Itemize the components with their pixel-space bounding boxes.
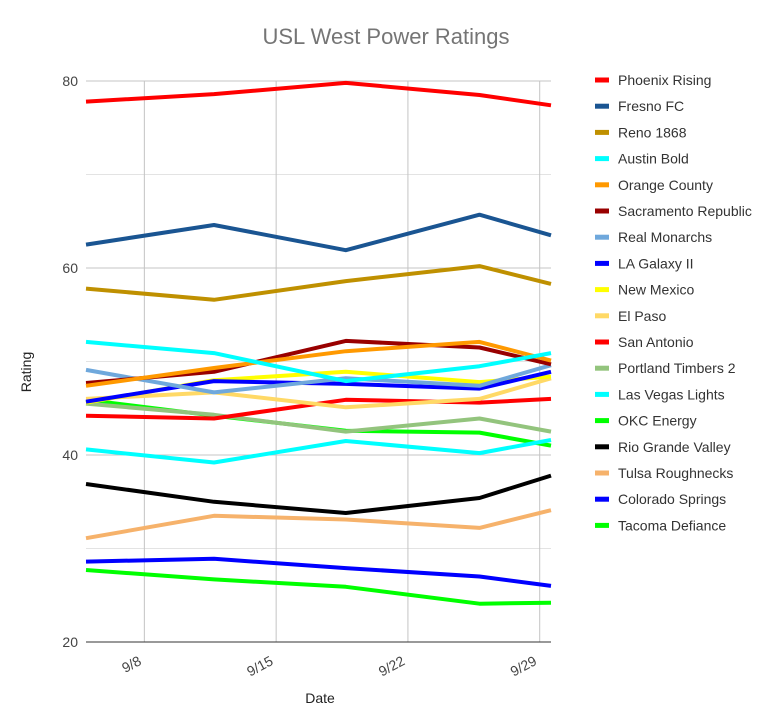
legend-label: San Antonio — [618, 334, 694, 350]
series-line-la-galaxy-ii — [85, 369, 552, 404]
series-line-san-antonio — [85, 396, 552, 421]
legend-item-san-antonio: San Antonio — [595, 334, 694, 350]
legend-item-fresno-fc: Fresno FC — [595, 98, 684, 114]
legend-item-new-mexico: New Mexico — [595, 282, 694, 298]
series-line-tacoma-defiance — [85, 568, 552, 606]
legend-item-rio-grande-valley: Rio Grande Valley — [595, 439, 731, 455]
legend-label: Real Monarchs — [618, 229, 712, 245]
legend-item-la-galaxy-ii: LA Galaxy II — [595, 255, 693, 271]
legend-label: Las Vegas Lights — [618, 386, 725, 402]
legend-label: LA Galaxy II — [618, 255, 693, 271]
x-axis-label: Date — [305, 690, 335, 706]
legend-item-austin-bold: Austin Bold — [595, 151, 689, 167]
legend-item-el-paso: El Paso — [595, 308, 666, 324]
series-line-phoenix-rising — [85, 80, 552, 108]
series-line-las-vegas-lights — [85, 438, 552, 465]
legend-item-real-monarchs: Real Monarchs — [595, 229, 712, 245]
series-line-fresno-fc — [85, 212, 552, 253]
legend-item-colorado-springs: Colorado Springs — [595, 491, 726, 507]
legend-label: Austin Bold — [618, 151, 689, 167]
series-line-reno-1868 — [85, 264, 552, 302]
legend-label: Tacoma Defiance — [618, 517, 726, 533]
legend-label: Sacramento Republic — [618, 203, 752, 219]
series-line-austin-bold — [85, 339, 552, 384]
legend-label: Reno 1868 — [618, 124, 687, 140]
series-lines — [85, 80, 552, 606]
legend-item-okc-energy: OKC Energy — [595, 413, 697, 429]
y-tick-label: 80 — [62, 73, 78, 89]
legend-item-portland-timbers-2: Portland Timbers 2 — [595, 360, 736, 376]
legend-label: New Mexico — [618, 282, 694, 298]
series-line-portland-timbers-2 — [85, 401, 552, 434]
legend-label: Orange County — [618, 177, 713, 193]
y-tick-label: 20 — [62, 634, 78, 650]
legend-label: Fresno FC — [618, 98, 684, 114]
series-line-rio-grande-valley — [85, 473, 552, 515]
legend-item-las-vegas-lights: Las Vegas Lights — [595, 386, 725, 402]
series-line-el-paso — [85, 376, 552, 410]
y-axis-label: Rating — [18, 352, 34, 392]
legend-label: Colorado Springs — [618, 491, 726, 507]
legend-label: Rio Grande Valley — [618, 439, 731, 455]
series-line-orange-county — [85, 339, 552, 388]
y-tick-label: 40 — [62, 447, 78, 463]
legend-item-tacoma-defiance: Tacoma Defiance — [595, 517, 726, 533]
series-line-colorado-springs — [85, 556, 552, 588]
legend-item-phoenix-rising: Phoenix Rising — [595, 72, 711, 88]
legend-item-sacramento-republic: Sacramento Republic — [595, 203, 752, 219]
legend-label: Phoenix Rising — [618, 72, 711, 88]
legend: Phoenix Rising Fresno FC Reno 1868 Austin B… — [595, 72, 752, 533]
series-line-tulsa-roughnecks — [85, 508, 552, 541]
legend-label: Tulsa Roughnecks — [618, 465, 733, 481]
legend-label: El Paso — [618, 308, 666, 324]
legend-item-reno-1868: Reno 1868 — [595, 124, 687, 140]
legend-label: OKC Energy — [618, 413, 697, 429]
legend-item-tulsa-roughnecks: Tulsa Roughnecks — [595, 465, 733, 481]
y-tick-label: 60 — [62, 260, 78, 276]
chart-title: USL West Power Ratings — [263, 24, 510, 49]
legend-label: Portland Timbers 2 — [618, 360, 736, 376]
legend-item-orange-county: Orange County — [595, 177, 713, 193]
series-line-real-monarchs — [85, 363, 552, 395]
